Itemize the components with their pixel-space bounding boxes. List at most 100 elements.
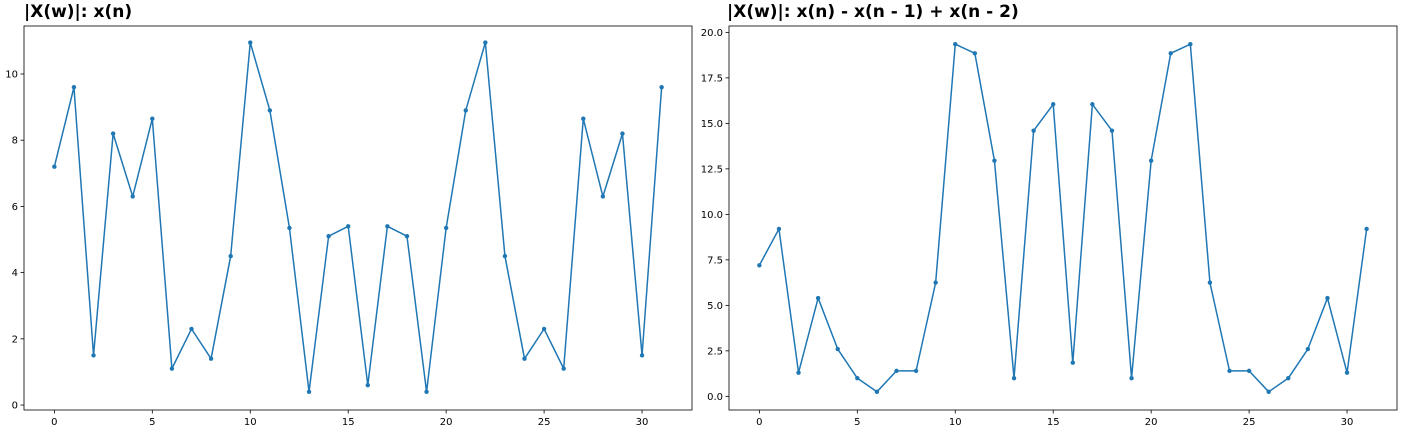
data-point (189, 326, 194, 332)
data-point (1286, 375, 1291, 381)
x-tick-label: 25 (1243, 417, 1256, 428)
data-point (1168, 51, 1173, 56)
data-point (110, 131, 116, 136)
x-tick-label: 5 (854, 417, 860, 428)
data-point (1266, 389, 1271, 395)
y-tick-label: 0 (12, 401, 18, 412)
data-point (287, 225, 292, 231)
data-point (404, 234, 410, 239)
data-point (483, 40, 488, 45)
data-point (581, 116, 586, 121)
data-point (855, 375, 860, 381)
x-tick-label: 0 (756, 417, 762, 428)
y-tick-label: 4 (12, 268, 18, 279)
data-point (1325, 295, 1330, 301)
data-point (1148, 158, 1154, 163)
data-point (248, 40, 253, 45)
x-tick-label: 20 (1145, 417, 1158, 428)
data-point (502, 253, 508, 259)
y-tick-label: 6 (12, 202, 18, 213)
data-point (835, 346, 840, 352)
data-point (639, 353, 645, 358)
data-point (130, 194, 135, 199)
data-point (600, 194, 606, 199)
x-tick-label: 25 (538, 417, 551, 428)
data-point (346, 224, 351, 229)
data-point (91, 353, 96, 358)
data-point (874, 389, 880, 395)
data-point (443, 225, 449, 231)
data-point (894, 368, 899, 374)
y-tick-label: 20.0 (701, 28, 723, 39)
data-point (1011, 375, 1017, 381)
data-point (1344, 370, 1350, 375)
data-point (385, 224, 390, 229)
data-point (1031, 128, 1036, 133)
data-point (71, 85, 77, 90)
data-point (1305, 346, 1311, 352)
data-point (169, 366, 175, 371)
y-tick-label: 8 (12, 136, 18, 147)
data-point (228, 253, 233, 259)
x-tick-label: 30 (1341, 417, 1354, 428)
data-point (1090, 102, 1095, 107)
data-point (424, 389, 429, 394)
data-point (1246, 368, 1252, 374)
data-point (992, 158, 997, 163)
y-tick-label: 0.0 (707, 392, 723, 403)
x-tick-label: 20 (440, 417, 453, 428)
x-tick-label: 15 (342, 417, 355, 428)
x-tick-label: 0 (51, 417, 57, 428)
series-line-left (53, 41, 663, 393)
plot-frame-right (728, 25, 1398, 411)
data-point (776, 226, 782, 232)
data-point (463, 108, 468, 113)
data-point (1188, 41, 1193, 47)
data-point (541, 326, 547, 332)
data-point (306, 389, 312, 394)
data-point (953, 41, 958, 47)
x-tick-label: 15 (1047, 417, 1060, 428)
x-tick-label: 5 (149, 417, 155, 428)
chart-right: 0 5 10 15 20 25 30 0.0 2.5 5.0 7.5 10.0 12.5 15.0 17.5… (701, 25, 1398, 428)
chart-title-left: |X(w)|: x(n) (24, 2, 133, 22)
data-point (326, 234, 331, 239)
x-tick-label: 10 (949, 417, 962, 428)
data-point (1227, 368, 1232, 374)
y-tick-label: 15.0 (701, 119, 723, 130)
data-point (208, 356, 214, 361)
data-point (522, 356, 527, 361)
y-tick-label: 10.0 (701, 210, 723, 221)
chart-left: 0 5 10 15 20 25 30 0 2 4 6 8 10 (5, 25, 693, 428)
data-point (150, 116, 155, 121)
data-point (1051, 102, 1056, 107)
data-point (620, 131, 625, 136)
x-tick-label: 10 (244, 417, 257, 428)
series-line-right (758, 43, 1368, 393)
data-point (1129, 375, 1134, 381)
data-point (972, 51, 978, 56)
x-tick-label: 30 (636, 417, 649, 428)
y-tick-label: 2.5 (707, 346, 723, 357)
y-tick-label: 7.5 (707, 255, 723, 266)
data-point (1070, 360, 1075, 365)
data-point (52, 164, 57, 169)
data-point (913, 368, 919, 374)
data-point (815, 295, 821, 301)
data-point (933, 280, 938, 285)
y-tick-label: 12.5 (701, 164, 723, 175)
data-point (1109, 128, 1115, 133)
data-point (659, 85, 664, 90)
data-point (1364, 226, 1369, 232)
y-tick-label: 17.5 (701, 73, 723, 84)
plot-frame-left (23, 25, 693, 411)
data-point (267, 108, 273, 113)
data-point (757, 263, 762, 268)
data-point (1207, 280, 1213, 285)
y-tick-label: 2 (12, 334, 18, 345)
data-point (365, 382, 370, 388)
data-point (796, 370, 801, 375)
chart-title-right: |X(w)|: x(n) - x(n - 1) + x(n - 2) (727, 2, 1019, 22)
data-point (561, 366, 566, 371)
